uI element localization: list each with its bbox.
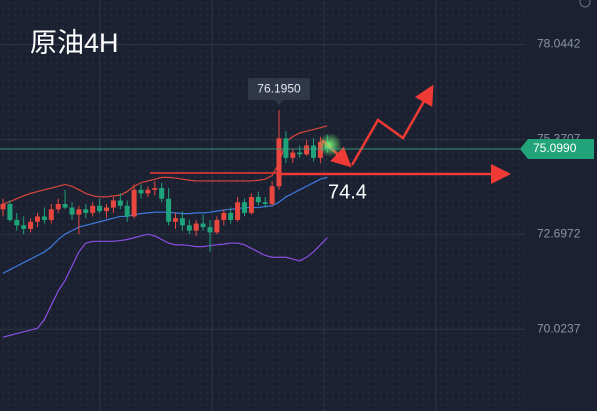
candle-body	[311, 145, 316, 158]
y-tick-label: 78.0442	[537, 37, 581, 51]
candle-body	[152, 188, 158, 190]
band-line	[2, 176, 328, 274]
candle-body	[235, 202, 241, 220]
candle-body	[228, 212, 234, 220]
candle-body	[166, 198, 172, 222]
candle-body	[304, 145, 310, 155]
chart-title: 原油4H	[30, 28, 119, 58]
candle-body	[200, 223, 206, 228]
candle-body	[90, 205, 96, 213]
candle-body	[69, 207, 75, 215]
candle-body	[262, 202, 268, 205]
candle-body	[97, 205, 103, 212]
high-label: 76.1950	[257, 81, 301, 95]
candle-body	[290, 152, 296, 158]
candle-body	[221, 212, 227, 220]
high-tooltip	[248, 78, 310, 106]
candle-body	[242, 202, 247, 213]
candle-body	[21, 225, 27, 229]
candle-body	[110, 200, 116, 208]
y-tick-label: 70.0237	[537, 321, 581, 335]
glow-dot	[318, 133, 342, 157]
candle-body	[297, 152, 303, 155]
candle-body	[104, 207, 109, 212]
candle-body	[41, 216, 47, 220]
candle-body	[124, 205, 130, 217]
candle-body	[207, 227, 213, 233]
candle-body	[173, 218, 178, 222]
candle-body	[255, 196, 261, 203]
vertical-grid	[99, 0, 437, 411]
candle-body	[159, 188, 165, 199]
candle-body	[179, 218, 185, 226]
candle-body	[117, 200, 123, 206]
last-price-label: 75.0990	[533, 141, 577, 155]
candle-body	[48, 209, 54, 220]
candle-body	[83, 209, 89, 213]
candle-body	[0, 204, 6, 210]
candle-body	[14, 219, 20, 226]
dot-texture	[0, 0, 525, 411]
candle-body	[7, 204, 13, 220]
candle-body	[248, 196, 254, 213]
grid	[0, 43, 525, 330]
candle-body	[131, 189, 137, 217]
candle-body	[76, 209, 82, 215]
candles	[0, 110, 330, 252]
candle-body	[276, 138, 282, 187]
annotations	[150, 84, 511, 184]
band-line	[2, 233, 328, 338]
candle-body	[62, 204, 68, 208]
candle-body	[214, 219, 220, 233]
candle-body	[269, 186, 275, 205]
candle-body	[193, 223, 199, 231]
last-price-tag	[520, 139, 594, 160]
y-tick-label: 72.6972	[537, 226, 581, 240]
annotation-label: 74.4	[328, 181, 367, 203]
candle-body	[35, 216, 40, 222]
candle-body	[28, 221, 34, 229]
candle-body	[145, 189, 151, 194]
candle-body	[138, 189, 144, 194]
candle-body	[55, 204, 61, 210]
candle-body	[283, 138, 289, 158]
corner-icon	[579, 0, 591, 8]
candle-body	[186, 225, 192, 231]
